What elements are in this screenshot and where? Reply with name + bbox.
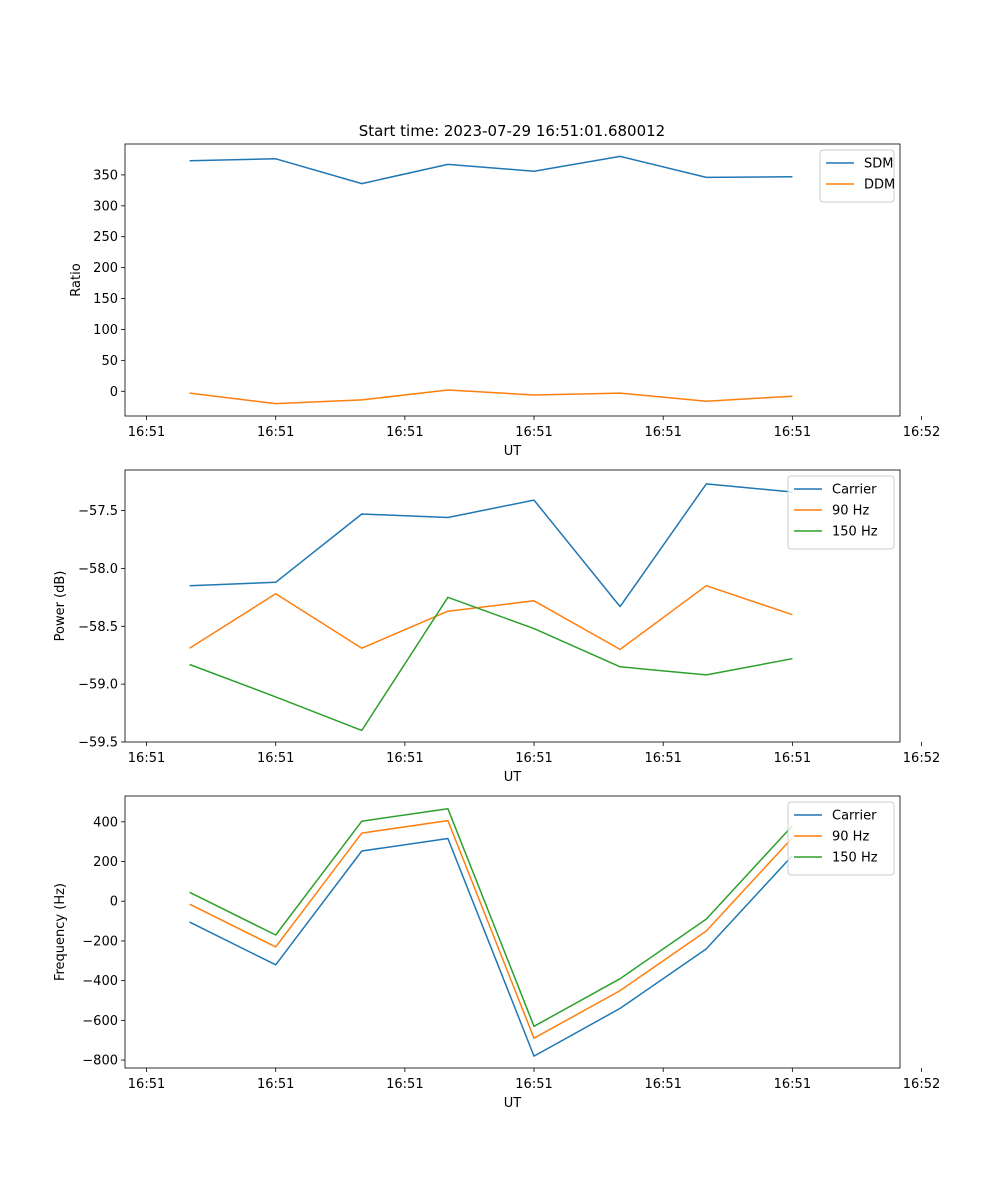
x-tick-label: 16:51 — [644, 751, 681, 766]
legend-label: 150 Hz — [832, 525, 878, 540]
x-tick-label: 16:51 — [515, 425, 552, 440]
y-tick-label: 350 — [93, 168, 118, 183]
y-axis-label: Power (dB) — [53, 571, 68, 642]
legend: SDM DDM — [819, 149, 895, 203]
y-tick-label: −57.5 — [78, 504, 118, 519]
chart-panel-1: 16:51 16:51 16:51 16:51 16:51 16:51 16:52 0 50 10… — [69, 143, 940, 459]
y-tick-label: 50 — [101, 354, 118, 369]
x-tick-label: 16:51 — [386, 1077, 423, 1092]
y-axis-label: Ratio — [69, 263, 84, 296]
x-tick-label: 16:51 — [128, 751, 165, 766]
x-tick-label: 16:51 — [128, 425, 165, 440]
x-axis-label: UT — [504, 770, 522, 785]
series-line-sdm — [189, 155, 793, 185]
legend-label: SDM — [864, 157, 893, 172]
y-tick-label: 200 — [93, 261, 118, 276]
x-tick-label: 16:51 — [257, 1077, 294, 1092]
y-tick-label: 100 — [93, 323, 118, 338]
y-tick-label: −600 — [82, 1014, 118, 1029]
y-tick-label: −800 — [82, 1054, 118, 1069]
legend-label: Carrier — [832, 809, 877, 824]
y-tick-label: −59.5 — [78, 736, 118, 751]
series-line-ddm — [189, 389, 793, 405]
y-tick-label: −59.0 — [78, 678, 118, 693]
legend: Carrier 90 Hz 150 Hz — [787, 801, 895, 876]
x-axis-label: UT — [504, 444, 522, 459]
legend-label: DDM — [864, 178, 895, 193]
y-tick-label: −200 — [82, 934, 118, 949]
legend-label: Carrier — [832, 483, 877, 498]
x-tick-label: 16:51 — [515, 751, 552, 766]
y-tick-label: 300 — [93, 199, 118, 214]
x-tick-label: 16:51 — [386, 425, 423, 440]
x-tick-label: 16:51 — [644, 425, 681, 440]
legend-label: 90 Hz — [832, 830, 869, 845]
x-tick-label: 16:51 — [774, 425, 811, 440]
axes-frame — [124, 143, 901, 417]
x-tick-label: 16:51 — [515, 1077, 552, 1092]
x-tick-label: 16:51 — [386, 751, 423, 766]
y-axis-label: Frequency (Hz) — [53, 883, 68, 981]
x-tick-label: 16:51 — [257, 425, 294, 440]
series-line-150-hz — [189, 807, 793, 1028]
x-axis-label: UT — [504, 1096, 522, 1111]
x-tick-label: 16:51 — [644, 1077, 681, 1092]
x-tick-label: 16:52 — [903, 1077, 940, 1092]
legend-label: 150 Hz — [832, 851, 878, 866]
y-tick-label: 200 — [93, 855, 118, 870]
series-line-carrier — [189, 837, 793, 1057]
series-line-90-hz — [189, 819, 793, 1039]
series-line-150-hz — [189, 596, 793, 732]
y-tick-label: 150 — [93, 292, 118, 307]
chart-panel-3: 16:51 16:51 16:51 16:51 16:51 16:51 16:52 −800 −… — [53, 795, 940, 1111]
y-tick-label: 400 — [93, 815, 118, 830]
x-tick-label: 16:51 — [774, 751, 811, 766]
x-tick-label: 16:51 — [128, 1077, 165, 1092]
legend: Carrier 90 Hz 150 Hz — [787, 475, 895, 550]
x-tick-label: 16:52 — [903, 425, 940, 440]
y-tick-label: 0 — [110, 385, 118, 400]
y-tick-label: 250 — [93, 230, 118, 245]
y-tick-label: −400 — [82, 974, 118, 989]
series-line-carrier — [189, 483, 793, 608]
y-tick-label: −58.0 — [78, 562, 118, 577]
axes-frame — [124, 795, 901, 1069]
x-tick-label: 16:52 — [903, 751, 940, 766]
x-tick-label: 16:51 — [774, 1077, 811, 1092]
series-line-90-hz — [189, 584, 793, 651]
figure-title: Start time: 2023-07-29 16:51:01.680012 — [359, 122, 665, 140]
y-tick-label: 0 — [110, 895, 118, 910]
axes-frame — [124, 469, 901, 743]
x-tick-label: 16:51 — [257, 751, 294, 766]
chart-panel-2: 16:51 16:51 16:51 16:51 16:51 16:51 16:52 −59.5… — [53, 469, 940, 785]
legend-label: 90 Hz — [832, 504, 869, 519]
y-tick-label: −58.5 — [78, 620, 118, 635]
